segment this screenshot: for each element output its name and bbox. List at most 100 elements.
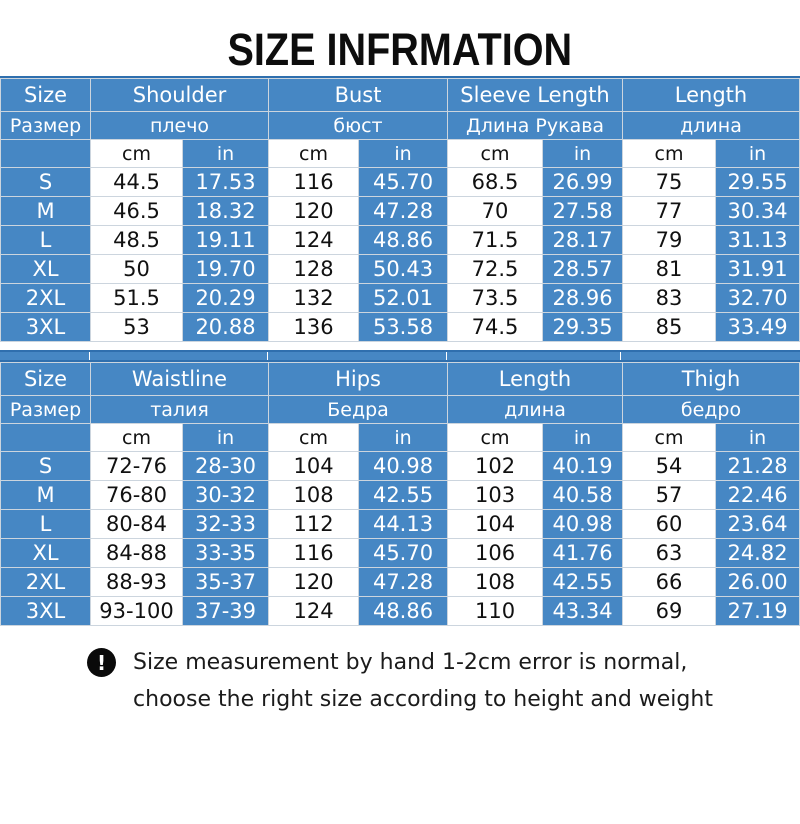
unit-in: in xyxy=(183,424,269,451)
in-value: 42.55 xyxy=(359,481,448,509)
table-row: L 80-84 32-33 112 44.13 104 40.98 60 23.… xyxy=(1,510,800,538)
table-row: 2XL 51.5 20.29 132 52.01 73.5 28.96 83 3… xyxy=(1,284,800,312)
unit-cm: cm xyxy=(91,140,182,167)
column-header-ru: длина xyxy=(623,112,800,139)
cm-value: 57 xyxy=(623,481,716,509)
column-header-ru: длина xyxy=(448,396,623,423)
cm-value: 84-88 xyxy=(91,539,182,567)
size-cell: S xyxy=(1,452,90,480)
cm-value: 80-84 xyxy=(91,510,182,538)
column-header-en: Thigh xyxy=(623,363,800,395)
in-value: 40.98 xyxy=(359,452,448,480)
table-row: L 48.5 19.11 124 48.86 71.5 28.17 79 31.… xyxy=(1,226,800,254)
cm-value: 70 xyxy=(448,197,543,225)
in-value: 50.43 xyxy=(359,255,448,283)
cm-value: 72-76 xyxy=(91,452,182,480)
size-cell: M xyxy=(1,481,90,509)
table-row: 3XL 53 20.88 136 53.58 74.5 29.35 85 33.… xyxy=(1,313,800,341)
column-header-ru: бедро xyxy=(623,396,800,423)
in-value: 32-33 xyxy=(183,510,269,538)
unit-cm: cm xyxy=(623,424,716,451)
in-value: 28.96 xyxy=(543,284,623,312)
in-value: 48.86 xyxy=(359,597,448,625)
in-value: 20.88 xyxy=(183,313,269,341)
unit-cm: cm xyxy=(448,424,543,451)
in-value: 33-35 xyxy=(183,539,269,567)
cm-value: 112 xyxy=(269,510,359,538)
column-header-ru: Длина Рукава xyxy=(448,112,623,139)
in-value: 27.19 xyxy=(716,597,800,625)
cm-value: 44.5 xyxy=(91,168,182,196)
table-row: XL 84-88 33-35 116 45.70 106 41.76 63 24… xyxy=(1,539,800,567)
in-value: 40.98 xyxy=(543,510,623,538)
in-value: 37-39 xyxy=(183,597,269,625)
in-value: 26.99 xyxy=(543,168,623,196)
cm-value: 71.5 xyxy=(448,226,543,254)
cm-value: 108 xyxy=(269,481,359,509)
cm-value: 73.5 xyxy=(448,284,543,312)
exclamation-icon: ! xyxy=(87,648,117,677)
in-value: 29.55 xyxy=(716,168,800,196)
cm-value: 68.5 xyxy=(448,168,543,196)
column-header-ru: Бедра xyxy=(269,396,448,423)
in-value: 23.64 xyxy=(716,510,800,538)
cm-value: 124 xyxy=(269,226,359,254)
header-row-en: Size Waistline Hips Length Thigh xyxy=(1,363,800,395)
column-header-en: Shoulder xyxy=(91,79,269,111)
in-value: 19.70 xyxy=(183,255,269,283)
cm-value: 128 xyxy=(269,255,359,283)
units-row: cm in cm in cm in cm in xyxy=(1,140,800,167)
column-header-en: Length xyxy=(623,79,800,111)
cm-value: 85 xyxy=(623,313,716,341)
table-row: S 44.5 17.53 116 45.70 68.5 26.99 75 29.… xyxy=(1,168,800,196)
column-header-en: Length xyxy=(448,363,623,395)
size-cell: L xyxy=(1,226,90,254)
cm-value: 66 xyxy=(623,568,716,596)
in-value: 42.55 xyxy=(543,568,623,596)
unit-cm: cm xyxy=(448,140,543,167)
cm-value: 51.5 xyxy=(91,284,182,312)
cm-value: 69 xyxy=(623,597,716,625)
cm-value: 93-100 xyxy=(91,597,182,625)
cm-value: 88-93 xyxy=(91,568,182,596)
header-row-en: Size Shoulder Bust Sleeve Length Length xyxy=(1,79,800,111)
cm-value: 79 xyxy=(623,226,716,254)
unit-in: in xyxy=(716,140,800,167)
size-cell: 3XL xyxy=(1,313,90,341)
column-header-ru: талия xyxy=(91,396,269,423)
cm-value: 72.5 xyxy=(448,255,543,283)
in-value: 35-37 xyxy=(183,568,269,596)
unit-cm: cm xyxy=(269,140,359,167)
cm-value: 116 xyxy=(269,168,359,196)
unit-cm: cm xyxy=(91,424,182,451)
size-table-top: Size Shoulder Bust Sleeve Length Length … xyxy=(0,76,800,342)
cm-value: 75 xyxy=(623,168,716,196)
table-row: XL 50 19.70 128 50.43 72.5 28.57 81 31.9… xyxy=(1,255,800,283)
in-value: 40.58 xyxy=(543,481,623,509)
in-value: 44.13 xyxy=(359,510,448,538)
column-header-ru: плечо xyxy=(91,112,269,139)
cm-value: 48.5 xyxy=(91,226,182,254)
in-value: 19.11 xyxy=(183,226,269,254)
in-value: 28.57 xyxy=(543,255,623,283)
unit-in: in xyxy=(183,140,269,167)
in-value: 45.70 xyxy=(359,168,448,196)
in-value: 22.46 xyxy=(716,481,800,509)
table-row: 3XL 93-100 37-39 124 48.86 110 43.34 69 … xyxy=(1,597,800,625)
cm-value: 132 xyxy=(269,284,359,312)
note-line-2: choose the right size according to heigh… xyxy=(133,687,713,712)
in-value: 41.76 xyxy=(543,539,623,567)
cm-value: 120 xyxy=(269,197,359,225)
page-header: SIZE INFRMATION xyxy=(0,24,800,76)
unit-in: in xyxy=(543,140,623,167)
cm-value: 46.5 xyxy=(91,197,182,225)
in-value: 47.28 xyxy=(359,568,448,596)
size-cell: XL xyxy=(1,255,90,283)
cm-value: 60 xyxy=(623,510,716,538)
cm-value: 83 xyxy=(623,284,716,312)
in-value: 27.58 xyxy=(543,197,623,225)
in-value: 24.82 xyxy=(716,539,800,567)
cm-value: 108 xyxy=(448,568,543,596)
cm-value: 104 xyxy=(448,510,543,538)
size-cell: XL xyxy=(1,539,90,567)
